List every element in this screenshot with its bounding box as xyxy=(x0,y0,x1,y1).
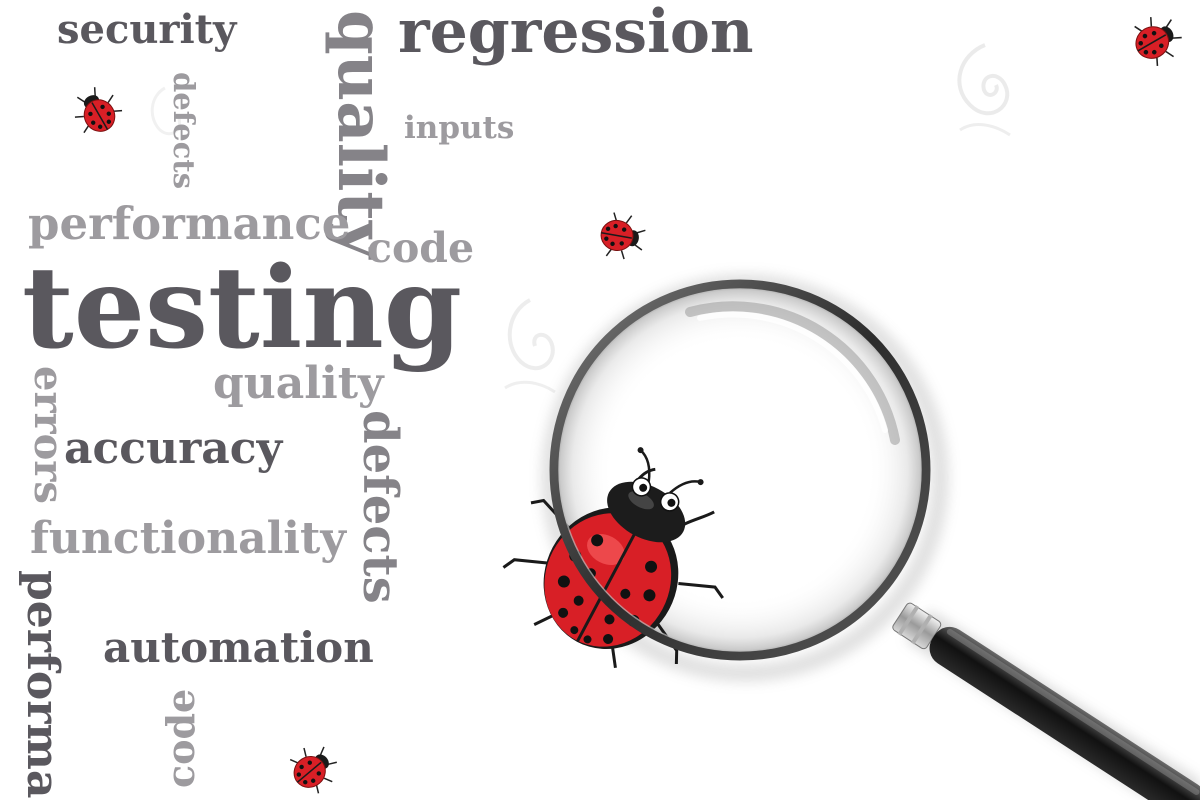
word-regression: regression xyxy=(398,0,754,67)
word-automation: automation xyxy=(103,623,374,672)
swirl-watermark-2 xyxy=(504,298,556,394)
ladybug-icon xyxy=(289,746,337,794)
word-quality-mid: quality xyxy=(213,358,384,409)
word-code-top: code xyxy=(367,224,475,272)
ladybug-icon xyxy=(1134,17,1182,66)
word-inputs: inputs xyxy=(404,110,515,146)
word-testing: testing xyxy=(22,243,463,374)
ladybug-icon xyxy=(74,87,123,134)
word-security: security xyxy=(57,6,237,53)
word-functionality: functionality xyxy=(30,513,346,564)
ladybug-icon xyxy=(600,212,646,260)
swirl-watermark-1 xyxy=(957,43,1011,137)
word-accuracy: accuracy xyxy=(64,423,283,474)
word-performance-top: performance xyxy=(28,197,351,250)
swirl-watermark-4 xyxy=(150,86,181,136)
